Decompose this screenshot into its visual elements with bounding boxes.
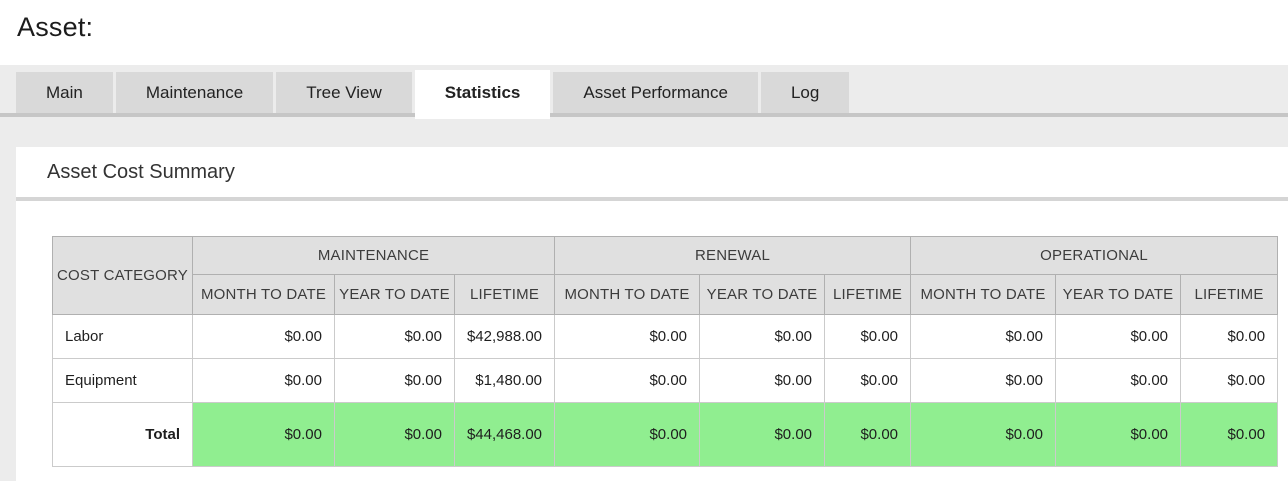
cost-value: $0.00 bbox=[554, 358, 701, 403]
total-cost-value: $0.00 bbox=[824, 402, 912, 467]
page-title: Asset: bbox=[17, 12, 94, 42]
tab-bar: Main Maintenance Tree View Statistics Asset … bbox=[16, 70, 850, 119]
cost-value: $0.00 bbox=[699, 314, 826, 359]
total-cost-value: $0.00 bbox=[910, 402, 1057, 467]
tab-underline bbox=[0, 113, 1288, 117]
cost-value: $0.00 bbox=[1180, 314, 1279, 359]
total-cost-value: $0.00 bbox=[1055, 402, 1182, 467]
total-cost-value: $0.00 bbox=[192, 402, 335, 467]
total-label: Total bbox=[52, 402, 193, 467]
total-cost-value: $0.00 bbox=[699, 402, 826, 467]
asset-cost-summary-table: COST CATEGORY MAINTENANCE RENEWAL OPERATION… bbox=[52, 236, 1279, 467]
section-title: Asset Cost Summary bbox=[47, 160, 235, 183]
cost-value: $0.00 bbox=[910, 358, 1057, 403]
cost-value: $0.00 bbox=[1055, 314, 1182, 359]
cost-table-body: Labor $0.00 $0.00 $42,988.00 $0.00 $0.00 $0.00… bbox=[52, 314, 1279, 467]
row-category: Labor bbox=[52, 314, 193, 359]
group-header-renewal: RENEWAL bbox=[554, 236, 912, 275]
cost-table-wrap: COST CATEGORY MAINTENANCE RENEWAL OPERATION… bbox=[16, 201, 1288, 467]
subheader-renewal-lifetime: LIFETIME bbox=[824, 274, 912, 315]
subheader-operational-year-to-date: YEAR TO DATE bbox=[1055, 274, 1182, 315]
tab-main[interactable]: Main bbox=[16, 72, 113, 113]
cost-value: $0.00 bbox=[192, 358, 335, 403]
cost-value: $0.00 bbox=[334, 358, 455, 403]
subheader-maintenance-year-to-date: YEAR TO DATE bbox=[334, 274, 455, 315]
cost-value: $0.00 bbox=[192, 314, 335, 359]
cost-value: $0.00 bbox=[1180, 358, 1279, 403]
section-divider bbox=[16, 197, 1288, 201]
cost-value: $0.00 bbox=[910, 314, 1057, 359]
tab-tree-view[interactable]: Tree View bbox=[276, 72, 412, 113]
group-header-maintenance: MAINTENANCE bbox=[191, 236, 556, 275]
tab-log[interactable]: Log bbox=[760, 72, 850, 113]
tab-asset-performance[interactable]: Asset Performance bbox=[553, 72, 758, 113]
cost-value: $0.00 bbox=[334, 314, 455, 359]
cost-value: $0.00 bbox=[699, 358, 826, 403]
subheader-maintenance-month-to-date: MONTH TO DATE bbox=[192, 274, 335, 315]
subheader-operational-lifetime: LIFETIME bbox=[1180, 274, 1279, 315]
left-gutter bbox=[0, 147, 16, 481]
table-row-total: Total $0.00 $0.00 $44,468.00 $0.00 $0.00 $0.00… bbox=[52, 402, 1279, 467]
subheader-maintenance-lifetime: LIFETIME bbox=[453, 274, 556, 315]
cost-value: $1,480.00 bbox=[453, 358, 556, 403]
tab-maintenance[interactable]: Maintenance bbox=[115, 72, 274, 113]
tab-band: Main Maintenance Tree View Statistics Asset … bbox=[0, 65, 1288, 147]
cost-value: $0.00 bbox=[1055, 358, 1182, 403]
subheader-operational-month-to-date: MONTH TO DATE bbox=[910, 274, 1057, 315]
cost-value: $42,988.00 bbox=[453, 314, 556, 359]
cost-table-head: COST CATEGORY MAINTENANCE RENEWAL OPERATION… bbox=[52, 236, 1279, 315]
table-row-labor: Labor $0.00 $0.00 $42,988.00 $0.00 $0.00 $0.00… bbox=[52, 314, 1279, 359]
subheader-renewal-year-to-date: YEAR TO DATE bbox=[699, 274, 826, 315]
cost-value: $0.00 bbox=[824, 358, 912, 403]
content-panel: Asset Cost Summary COST CATEGORY MAINTENA… bbox=[16, 147, 1288, 487]
tab-statistics[interactable]: Statistics bbox=[414, 70, 551, 119]
total-cost-value: $0.00 bbox=[334, 402, 455, 467]
total-cost-value: $0.00 bbox=[554, 402, 701, 467]
row-category: Equipment bbox=[52, 358, 193, 403]
cost-category-header: COST CATEGORY bbox=[52, 236, 193, 315]
subheader-renewal-month-to-date: MONTH TO DATE bbox=[554, 274, 701, 315]
cost-value: $0.00 bbox=[824, 314, 912, 359]
group-header-operational: OPERATIONAL bbox=[910, 236, 1279, 275]
table-row-equipment: Equipment $0.00 $0.00 $1,480.00 $0.00 $0.00 $0… bbox=[52, 358, 1279, 403]
cost-value: $0.00 bbox=[554, 314, 701, 359]
total-cost-value: $44,468.00 bbox=[453, 402, 556, 467]
total-cost-value: $0.00 bbox=[1180, 402, 1279, 467]
